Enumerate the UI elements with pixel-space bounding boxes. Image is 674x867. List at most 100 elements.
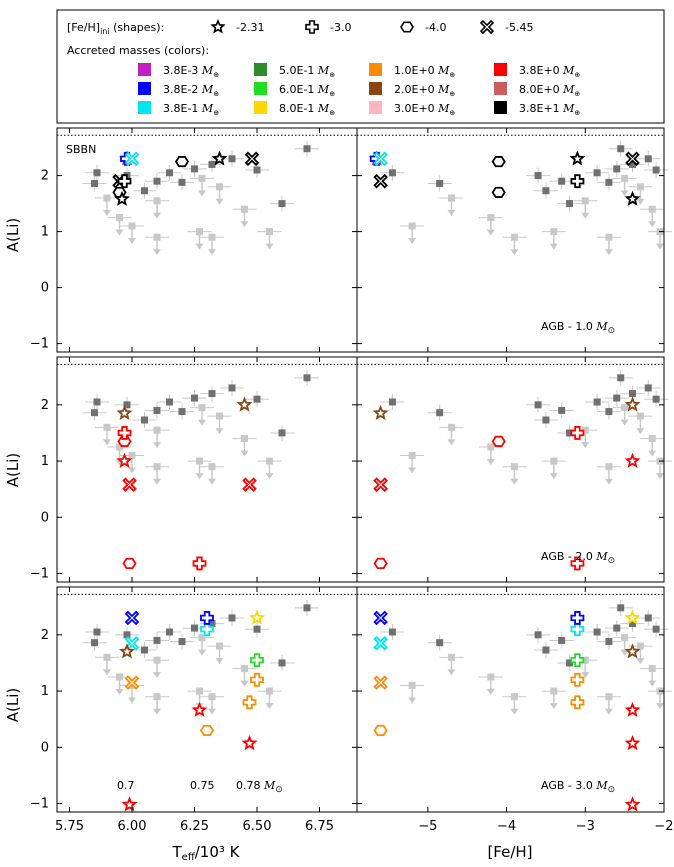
panel-3-feh: −5 −4 −3 −2 bbox=[356, 586, 674, 834]
obs-point bbox=[605, 463, 613, 471]
obs-point bbox=[644, 384, 652, 392]
model-star-point bbox=[121, 796, 138, 812]
obs-point bbox=[208, 463, 216, 471]
obs-point bbox=[116, 673, 123, 681]
obs-point bbox=[141, 416, 148, 424]
obs-point bbox=[408, 222, 416, 230]
obs-point bbox=[605, 638, 613, 646]
legend-mass-label: 1.0E+0 M⊕ bbox=[394, 64, 455, 79]
model-star-point bbox=[624, 701, 641, 717]
obs-point bbox=[388, 169, 396, 177]
legend-cross-icon bbox=[305, 20, 319, 34]
ylabel-row2: A(Li) bbox=[4, 453, 22, 488]
obs-arrow-icon bbox=[604, 478, 613, 485]
ytick-label: 2 bbox=[41, 398, 49, 413]
ytick-label: 0 bbox=[41, 740, 49, 755]
obs-point bbox=[613, 624, 621, 632]
model-hexagon-point bbox=[174, 156, 190, 168]
model-star-point bbox=[624, 643, 641, 659]
obs-point bbox=[196, 228, 203, 236]
obs-point bbox=[621, 404, 629, 412]
obs-point bbox=[648, 665, 656, 673]
obs-point bbox=[605, 693, 613, 701]
legend-mass-label: 8.0E-1 M⊕ bbox=[279, 102, 335, 117]
legend-mass-label: 3.8E+1 M⊕ bbox=[519, 102, 580, 117]
obs-point bbox=[123, 631, 131, 639]
legend-mass-label: 3.8E-1 M⊕ bbox=[163, 102, 219, 117]
obs-point bbox=[266, 457, 273, 465]
obs-point bbox=[278, 659, 286, 667]
model-cross-point bbox=[570, 174, 585, 189]
obs-point bbox=[91, 179, 98, 187]
obs-arrow-icon bbox=[656, 243, 665, 250]
obs-arrow-icon bbox=[486, 459, 495, 465]
obs-arrow-icon bbox=[115, 689, 124, 695]
legend-shape-label: -4.0 bbox=[425, 21, 446, 34]
model-star-point bbox=[624, 452, 641, 468]
obs-point bbox=[153, 656, 161, 664]
panel-frame bbox=[56, 356, 358, 583]
obs-arrow-icon bbox=[581, 672, 590, 679]
legend-hexagon-icon bbox=[400, 21, 414, 33]
ytick-label: 2 bbox=[41, 169, 49, 184]
obs-point bbox=[617, 374, 625, 382]
model-star-point bbox=[249, 609, 265, 625]
obs-point bbox=[487, 673, 495, 681]
obs-point bbox=[198, 174, 206, 182]
obs-point bbox=[198, 634, 206, 642]
obs-point bbox=[91, 409, 98, 417]
model-cross-point bbox=[200, 622, 214, 637]
obs-point bbox=[542, 187, 550, 195]
obs-point bbox=[566, 429, 574, 437]
obs-point bbox=[153, 177, 161, 185]
obs-arrow-icon bbox=[240, 450, 249, 457]
obs-point bbox=[128, 222, 136, 230]
obs-arrow-icon bbox=[656, 703, 665, 710]
obs-point bbox=[652, 166, 660, 174]
obs-point bbox=[408, 451, 416, 459]
xtick-label: 6.50 bbox=[243, 819, 272, 834]
obs-point bbox=[487, 214, 495, 222]
obs-arrow-icon bbox=[153, 708, 161, 715]
obs-arrow-icon bbox=[198, 649, 206, 656]
model-x-point bbox=[244, 151, 260, 167]
obs-arrow-icon bbox=[636, 428, 645, 435]
model-star-point bbox=[624, 735, 641, 751]
obs-point bbox=[652, 395, 660, 403]
ytick-label: 1 bbox=[41, 225, 49, 240]
obs-point bbox=[178, 638, 186, 646]
obs-arrow-icon bbox=[240, 680, 249, 687]
obs-point bbox=[629, 620, 637, 628]
legend-mass-label: 3.8E+0 M⊕ bbox=[519, 64, 580, 79]
obs-point bbox=[636, 412, 644, 420]
legend-mass-swatch bbox=[369, 82, 382, 95]
model-star-point bbox=[116, 404, 133, 420]
obs-arrow-icon bbox=[549, 703, 558, 710]
obs-point bbox=[648, 435, 656, 443]
obs-arrow-icon bbox=[208, 249, 216, 256]
obs-point bbox=[388, 628, 396, 636]
obs-arrow-icon bbox=[198, 419, 206, 426]
obs-arrow-icon bbox=[153, 442, 161, 449]
legend-mass-label: 5.0E-1 M⊕ bbox=[279, 64, 335, 79]
xtick-label: −4 bbox=[497, 819, 516, 834]
obs-point bbox=[303, 145, 311, 153]
obs-point bbox=[605, 233, 613, 241]
model-star-point bbox=[624, 796, 641, 812]
obs-point bbox=[621, 174, 629, 182]
obs-arrow-icon bbox=[208, 708, 216, 715]
obs-arrow-icon bbox=[265, 473, 274, 480]
ytick-label: 1 bbox=[41, 684, 49, 699]
model-cross-point bbox=[250, 653, 264, 668]
legend-mass-swatch bbox=[494, 101, 507, 114]
obs-point bbox=[216, 183, 223, 191]
obs-point bbox=[636, 642, 644, 650]
model-cross-point bbox=[570, 556, 585, 571]
model-cross-point bbox=[250, 672, 264, 687]
sbbn-label: SBBN bbox=[66, 143, 96, 156]
legend-shape-label: -3.0 bbox=[330, 21, 351, 34]
obs-point bbox=[558, 636, 566, 644]
model-star-point bbox=[116, 452, 133, 468]
panel-label-row2: AGB - 2.0 M⊙ bbox=[541, 550, 615, 566]
